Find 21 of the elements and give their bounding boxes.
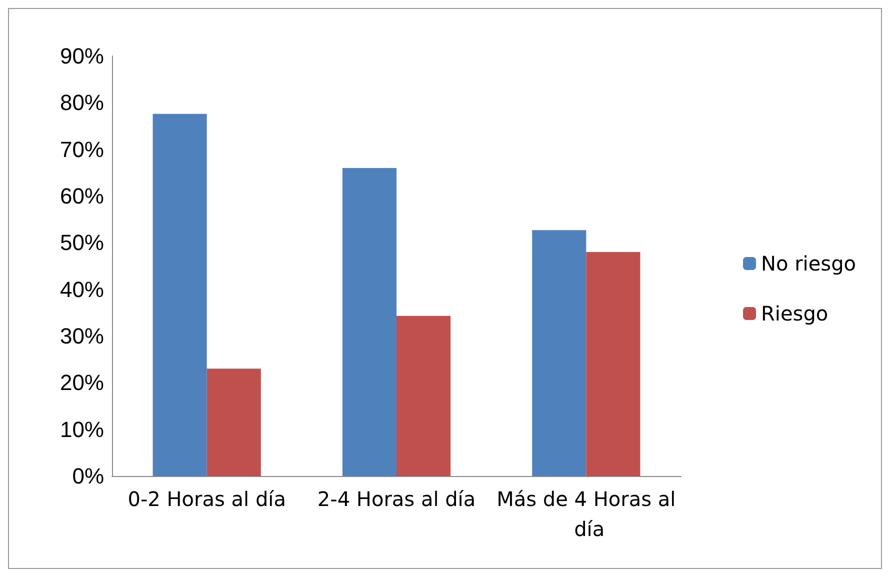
legend-label: Riesgo	[761, 302, 828, 326]
bar	[396, 316, 451, 476]
legend-label: No riesgo	[761, 252, 856, 276]
y-tick-label: 80%	[60, 90, 104, 116]
bar	[532, 230, 586, 476]
y-tick-label: 90%	[60, 44, 104, 68]
y-tick-label: 70%	[60, 136, 104, 162]
x-tick-label: 0-2 Horas al día	[128, 487, 286, 511]
y-tick-label: 30%	[60, 324, 104, 348]
y-tick-label: 40%	[60, 276, 104, 302]
x-tick-label: Más de 4 Horas al día	[496, 487, 676, 541]
y-tick-label: 60%	[60, 184, 104, 208]
bar	[152, 114, 207, 476]
bar	[586, 252, 640, 476]
y-tick-label: 0%	[72, 464, 104, 488]
bar	[342, 168, 396, 476]
bar	[206, 368, 261, 476]
y-tick-label: 10%	[60, 416, 104, 442]
x-tick-label: 2-4 Horas al día	[317, 487, 476, 511]
y-tick-label: 50%	[60, 230, 104, 256]
y-tick-label: 20%	[60, 370, 104, 396]
